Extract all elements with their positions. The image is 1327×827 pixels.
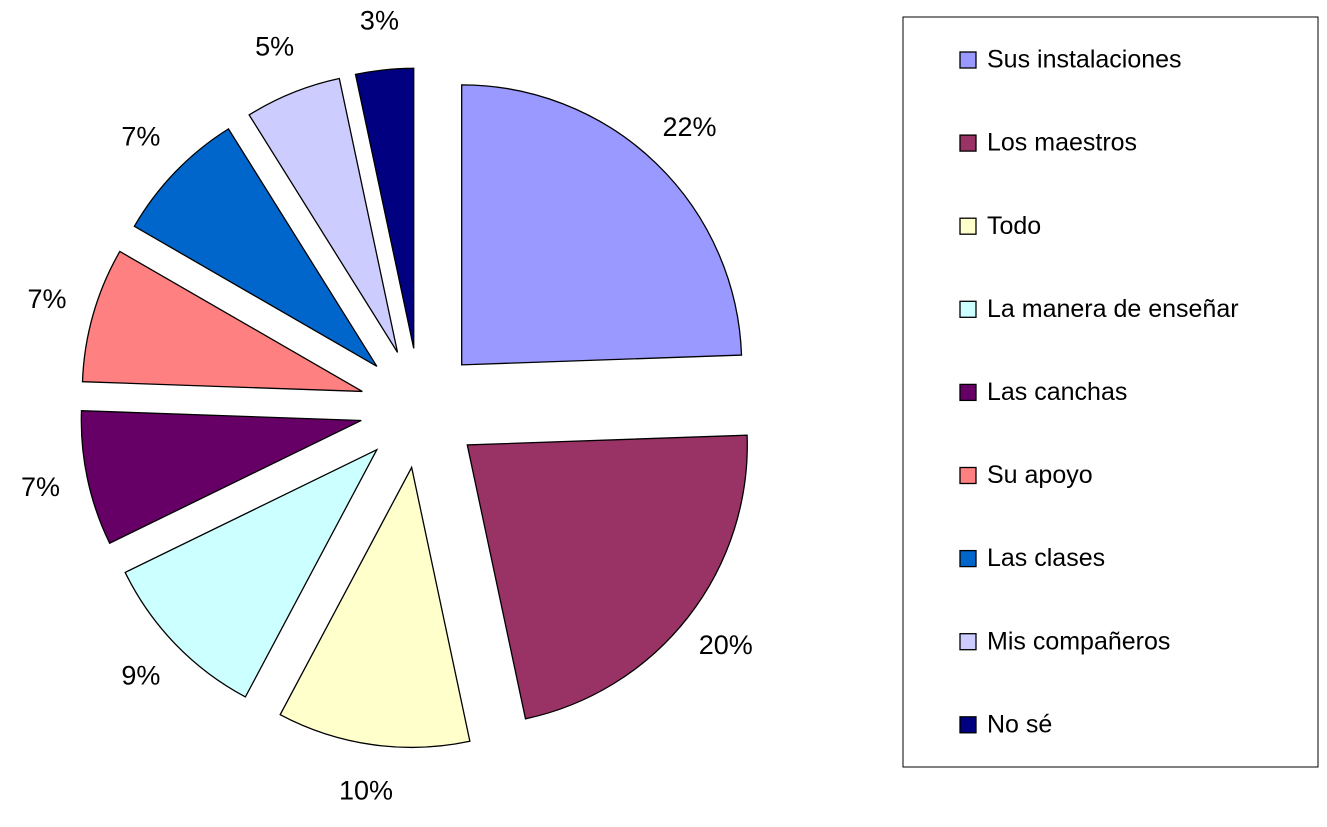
data-label: 7% [28, 284, 67, 314]
pie-slice [124, 448, 379, 698]
data-label: 22% [663, 112, 717, 142]
data-label: 5% [255, 31, 294, 61]
legend-label: Las canchas [987, 378, 1127, 406]
pie-slice [248, 77, 399, 353]
legend-swatch [959, 633, 977, 651]
data-label: 20% [699, 630, 753, 660]
data-label: 10% [339, 775, 393, 805]
pie-slice [81, 250, 363, 393]
legend-swatch [959, 300, 977, 318]
legend-label: No sé [987, 710, 1052, 738]
legend-swatch [959, 383, 977, 402]
pie-slice [354, 67, 415, 349]
legend-swatch [959, 549, 977, 568]
legend-label: Mis compañeros [987, 627, 1170, 655]
data-label: 9% [121, 661, 160, 691]
legend-swatch [959, 466, 977, 485]
data-label: 7% [21, 472, 60, 502]
legend-swatch [959, 134, 977, 152]
legend-swatch [959, 716, 977, 734]
legend-label: Sus instalaciones [987, 46, 1182, 74]
pie-slice [133, 127, 378, 367]
data-label: 3% [360, 5, 399, 35]
legend-label: Su apoyo [987, 461, 1093, 489]
legend-label: Las clases [987, 544, 1105, 572]
pie-slice [461, 84, 743, 366]
data-label: 7% [121, 122, 160, 152]
legend-label: Todo [987, 212, 1041, 240]
legend-label: Los maestros [987, 129, 1137, 157]
legend-swatch [959, 51, 977, 69]
pie-slice [80, 410, 362, 545]
legend-swatch [959, 217, 977, 235]
pie-slice [466, 434, 748, 720]
pie-slice [279, 465, 471, 748]
legend-label: La manera de enseñar [987, 295, 1239, 323]
